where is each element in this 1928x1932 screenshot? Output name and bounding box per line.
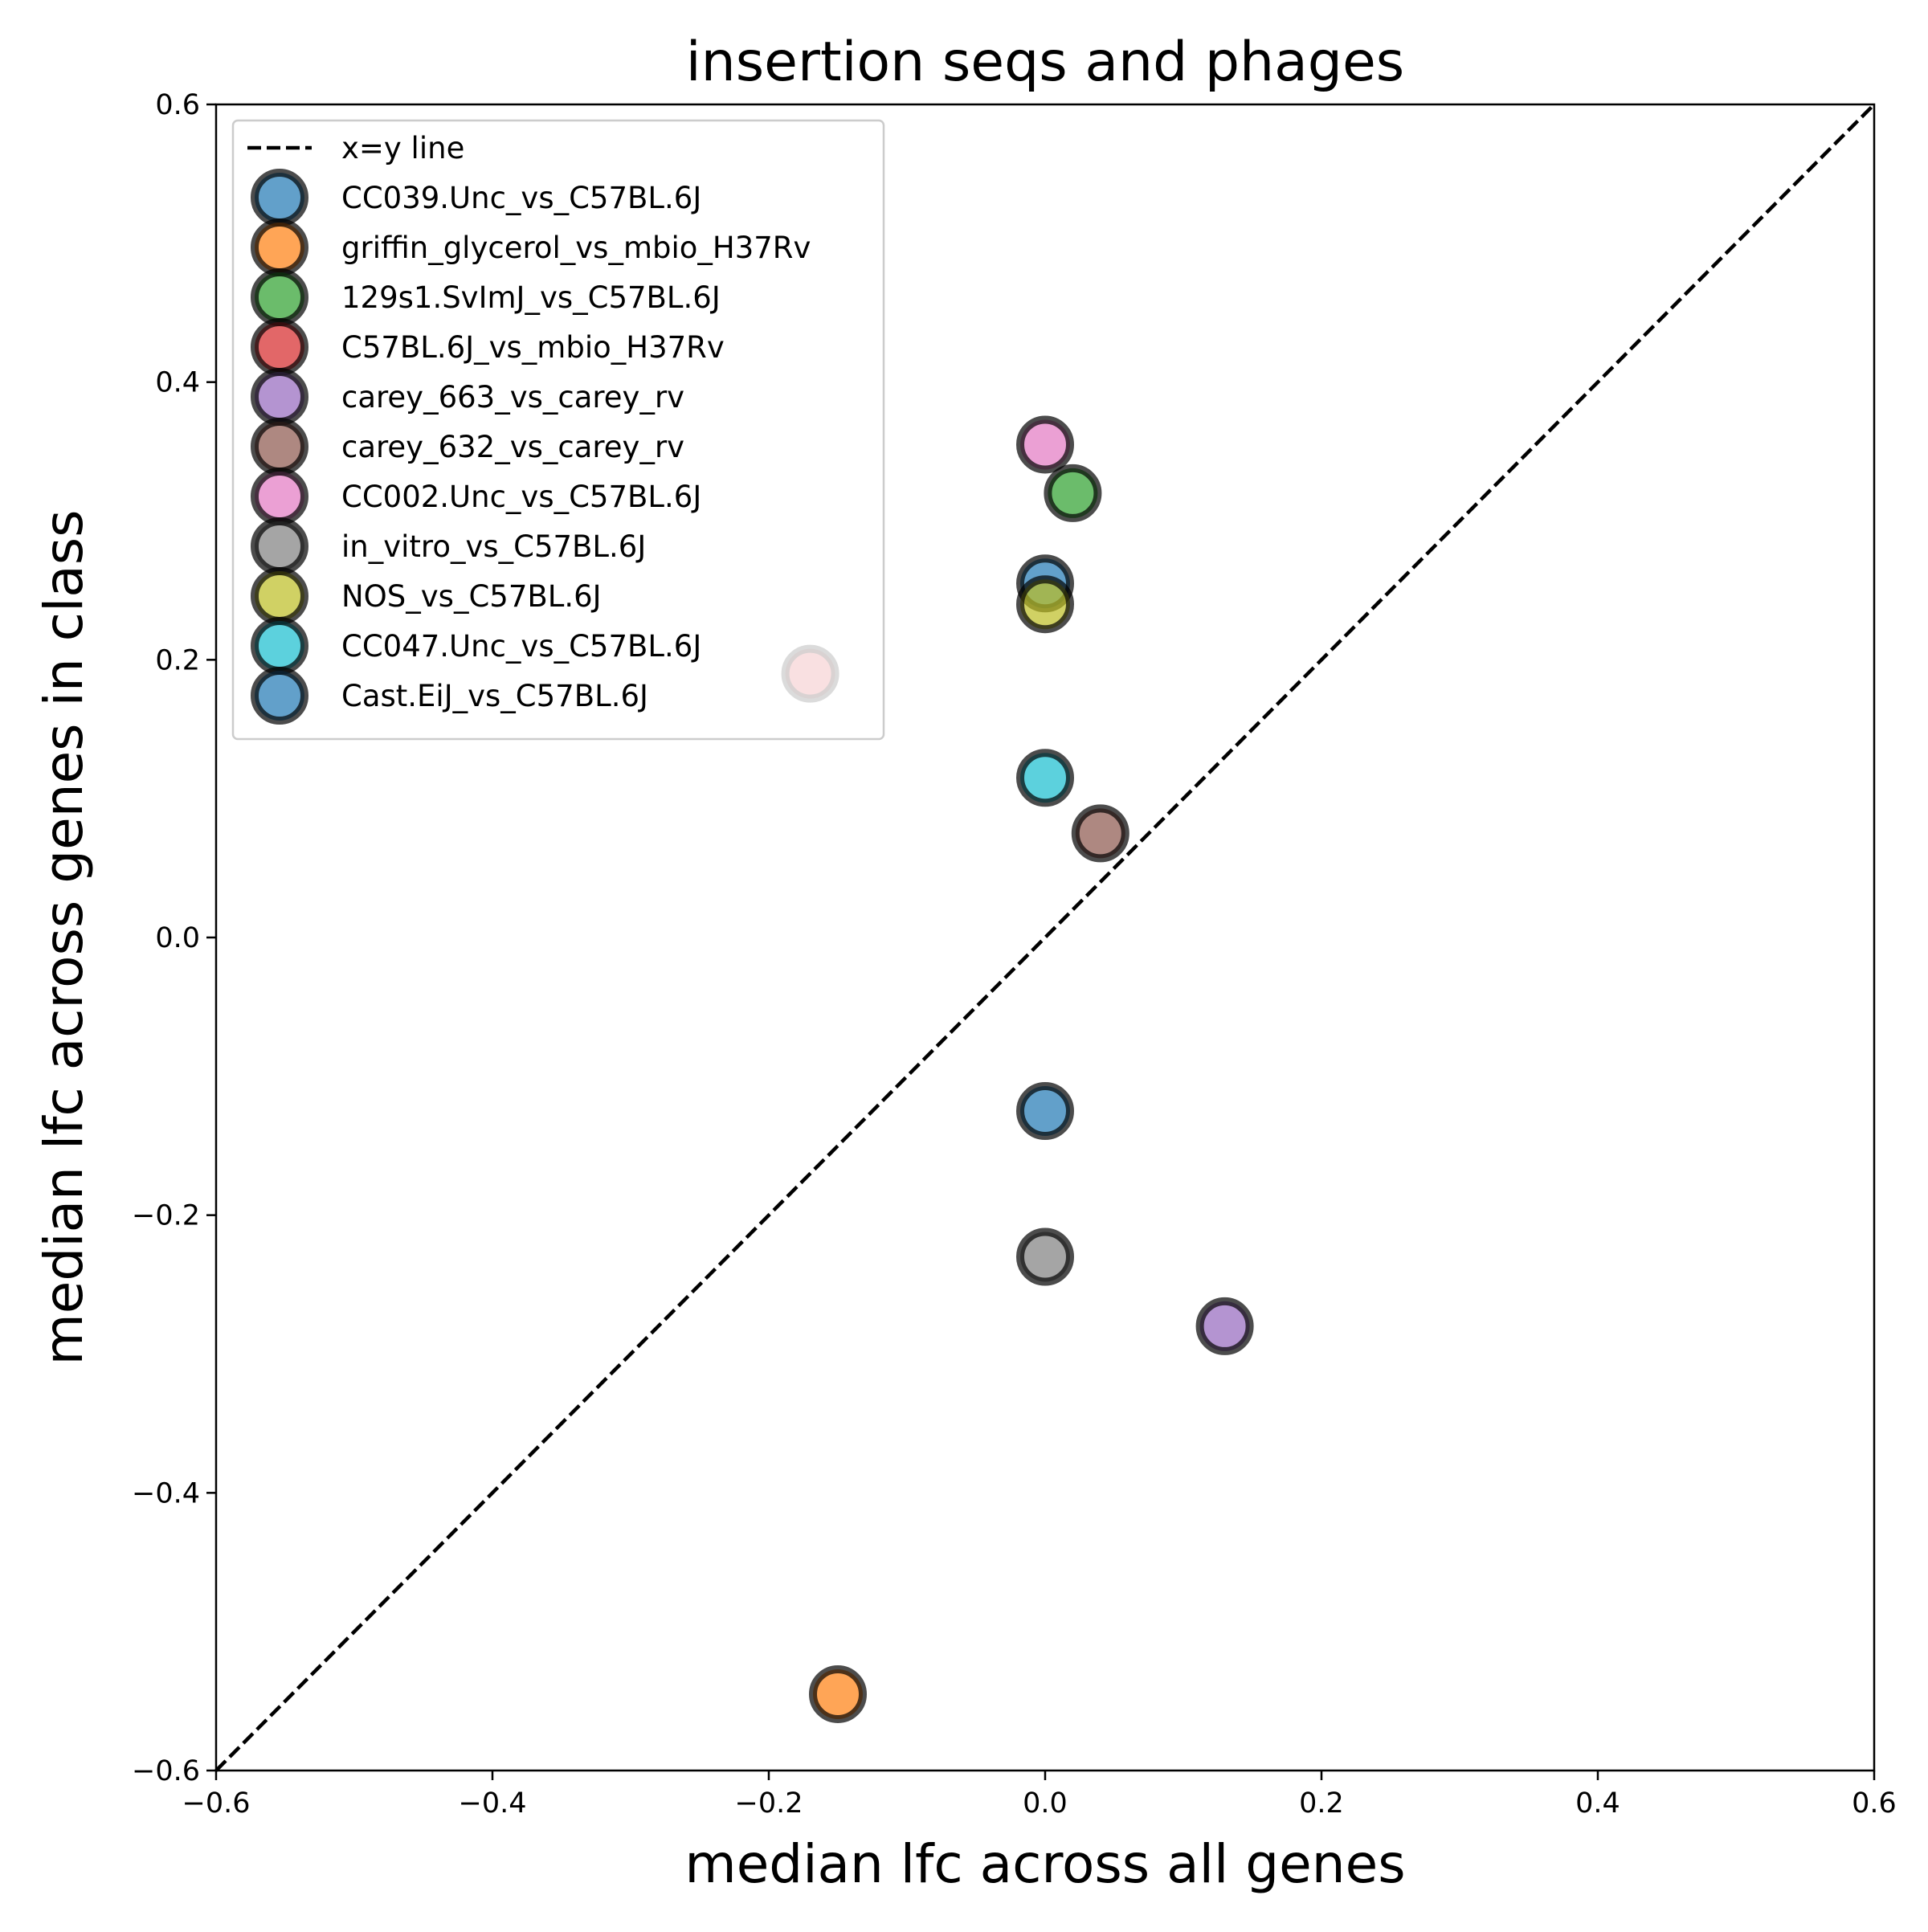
legend-entry: CC047.Unc_vs_C57BL.6J [251,617,701,675]
legend-label: in_vitro_vs_C57BL.6J [341,529,646,564]
y-tick-label: −0.2 [132,1200,200,1232]
scatter-point [1044,464,1102,522]
chart-title: insertion seqs and phages [686,31,1404,94]
data-point [1016,415,1074,474]
legend-marker-swatch [251,219,308,276]
y-tick-label: 0.0 [155,922,200,954]
legend: x=y line CC039.Unc_vs_C57BL.6J griffin_gly… [231,119,885,741]
legend-label: griffin_glycerol_vs_mbio_H37Rv [341,231,811,265]
legend-entry: CC039.Unc_vs_C57BL.6J [251,169,701,227]
y-tick-label: 0.2 [155,644,200,676]
scatter-point [1016,1227,1074,1286]
legend-label: 129s1.SvImJ_vs_C57BL.6J [341,280,721,315]
legend-label: carey_663_vs_carey_rv [341,380,684,415]
scatter-point [809,1664,867,1723]
legend-marker-swatch [251,567,308,625]
data-point [1016,1082,1074,1141]
legend-marker-swatch [251,418,308,476]
x-tick-label: 0.6 [1852,1787,1897,1820]
legend-label: CC047.Unc_vs_C57BL.6J [341,629,701,664]
scatter-point [1016,1082,1074,1141]
x-tick-label: −0.6 [182,1787,251,1820]
legend-entry: in_vitro_vs_C57BL.6J [251,517,646,575]
legend-entry: CC002.Unc_vs_C57BL.6J [251,468,701,525]
legend-box [231,119,885,741]
x-tick-label: 0.0 [1023,1787,1068,1820]
legend-label: Cast.EiJ_vs_C57BL.6J [341,679,648,713]
legend-label: NOS_vs_C57BL.6J [341,579,602,614]
data-point [1016,575,1074,634]
plot-area [214,103,1876,1772]
data-point [1071,804,1129,863]
legend-entry: C57BL.6J_vs_mbio_H37Rv [251,318,725,376]
legend-label: CC002.Unc_vs_C57BL.6J [341,480,701,514]
xy-reference-line [214,103,1876,1772]
legend-entry: 129s1.SvImJ_vs_C57BL.6J [251,268,721,326]
data-point [1016,1227,1074,1286]
y-axis-label: median lfc across genes in class [33,509,95,1365]
x-axis-label: median lfc across all genes [684,1833,1405,1895]
y-tick-label: −0.6 [132,1755,200,1787]
legend-marker-swatch [251,517,308,575]
y-tick-label: 0.4 [155,367,200,399]
legend-entry: carey_632_vs_carey_rv [251,418,684,476]
y-tick-label: 0.6 [155,89,200,121]
scatter-point [1195,1297,1254,1355]
legend-marker-swatch [251,468,308,525]
legend-marker-swatch [251,617,308,675]
scatter-point [1016,749,1074,807]
legend-label: CC039.Unc_vs_C57BL.6J [341,181,701,215]
data-point [1044,464,1102,522]
data-point [809,1664,867,1723]
data-point [1016,749,1074,807]
legend-label: carey_632_vs_carey_rv [341,430,684,464]
scatter-point [1016,575,1074,634]
legend-marker-swatch [251,268,308,326]
legend-marker-swatch [251,667,308,725]
legend-marker-swatch [251,318,308,376]
x-tick-label: 0.2 [1299,1787,1344,1820]
x-tick-label: −0.4 [459,1787,527,1820]
legend-label: C57BL.6J_vs_mbio_H37Rv [341,330,725,365]
axis-ticks: −0.6 −0.4 −0.2 0.0 0.2 0.4 0.6 −0.6 −0.4 −0.2 0.0 0… [132,89,1897,1820]
legend-marker-swatch [251,368,308,426]
legend-entry: x=y line [247,131,464,165]
scatter-point [1016,415,1074,474]
data-point [1195,1297,1254,1355]
legend-entry: carey_663_vs_carey_rv [251,368,684,426]
scatter-point [1071,804,1129,863]
legend-label: x=y line [341,131,464,165]
legend-entry: Cast.EiJ_vs_C57BL.6J [251,667,648,725]
legend-entry: NOS_vs_C57BL.6J [251,567,602,625]
x-tick-label: −0.2 [735,1787,803,1820]
y-tick-label: −0.4 [132,1477,200,1509]
x-tick-label: 0.4 [1575,1787,1620,1820]
legend-marker-swatch [251,169,308,227]
